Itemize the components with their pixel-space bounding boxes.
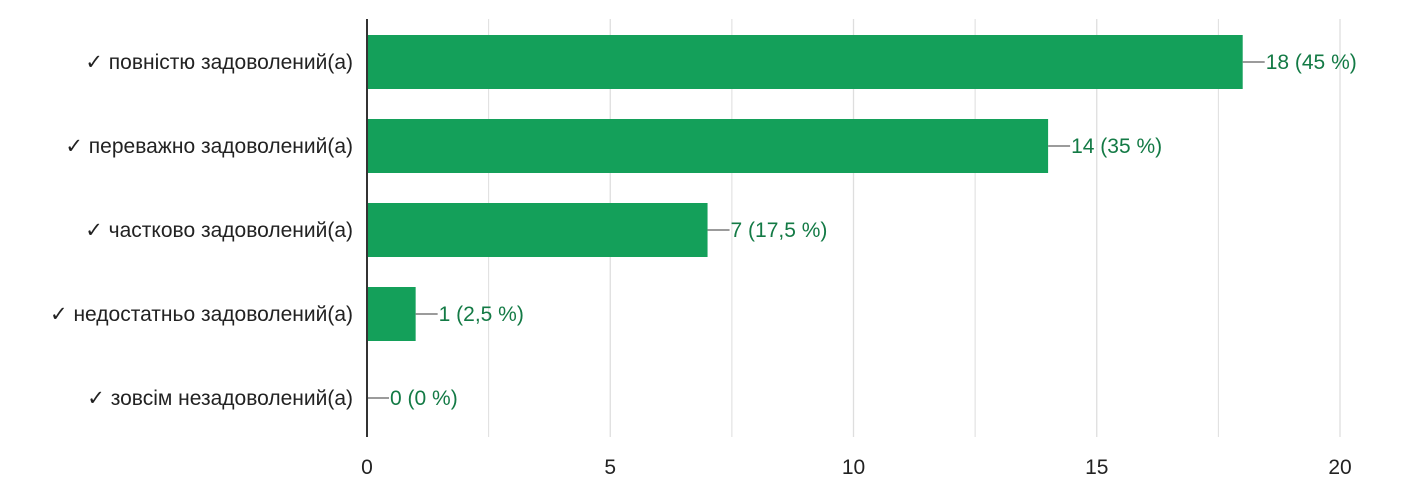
x-axis-ticks: 0 5 10 15 20	[361, 456, 1352, 479]
bar[interactable]	[367, 203, 708, 257]
category-label: ✓ частково задоволений(а)	[85, 219, 353, 242]
bar[interactable]	[367, 35, 1243, 89]
x-tick-label: 5	[604, 456, 616, 479]
data-label: 14 (35 %)	[1071, 135, 1162, 158]
category-label: ✓ повністю задоволений(а)	[85, 51, 353, 74]
category-label: ✓ переважно задоволений(а)	[65, 135, 353, 158]
data-label: 0 (0 %)	[390, 387, 458, 410]
x-tick-label: 20	[1328, 456, 1351, 479]
x-tick-label: 0	[361, 456, 373, 479]
bar[interactable]	[367, 287, 416, 341]
data-label: 7 (17,5 %)	[731, 219, 828, 242]
category-labels: ✓ повністю задоволений(а) ✓ переважно зад…	[50, 51, 353, 410]
x-tick-label: 10	[842, 456, 865, 479]
data-label: 1 (2,5 %)	[439, 303, 524, 326]
category-label: ✓ недостатньо задоволений(а)	[50, 303, 353, 326]
category-label: ✓ зовсім незадоволений(а)	[87, 387, 353, 410]
bar[interactable]	[367, 119, 1049, 173]
bars: 18 (45 %) 14 (35 %) 7 (17,5 %) 1 (2,5 %) 0 (…	[367, 35, 1357, 410]
data-label: 18 (45 %)	[1266, 51, 1357, 74]
x-tick-label: 15	[1085, 456, 1108, 479]
